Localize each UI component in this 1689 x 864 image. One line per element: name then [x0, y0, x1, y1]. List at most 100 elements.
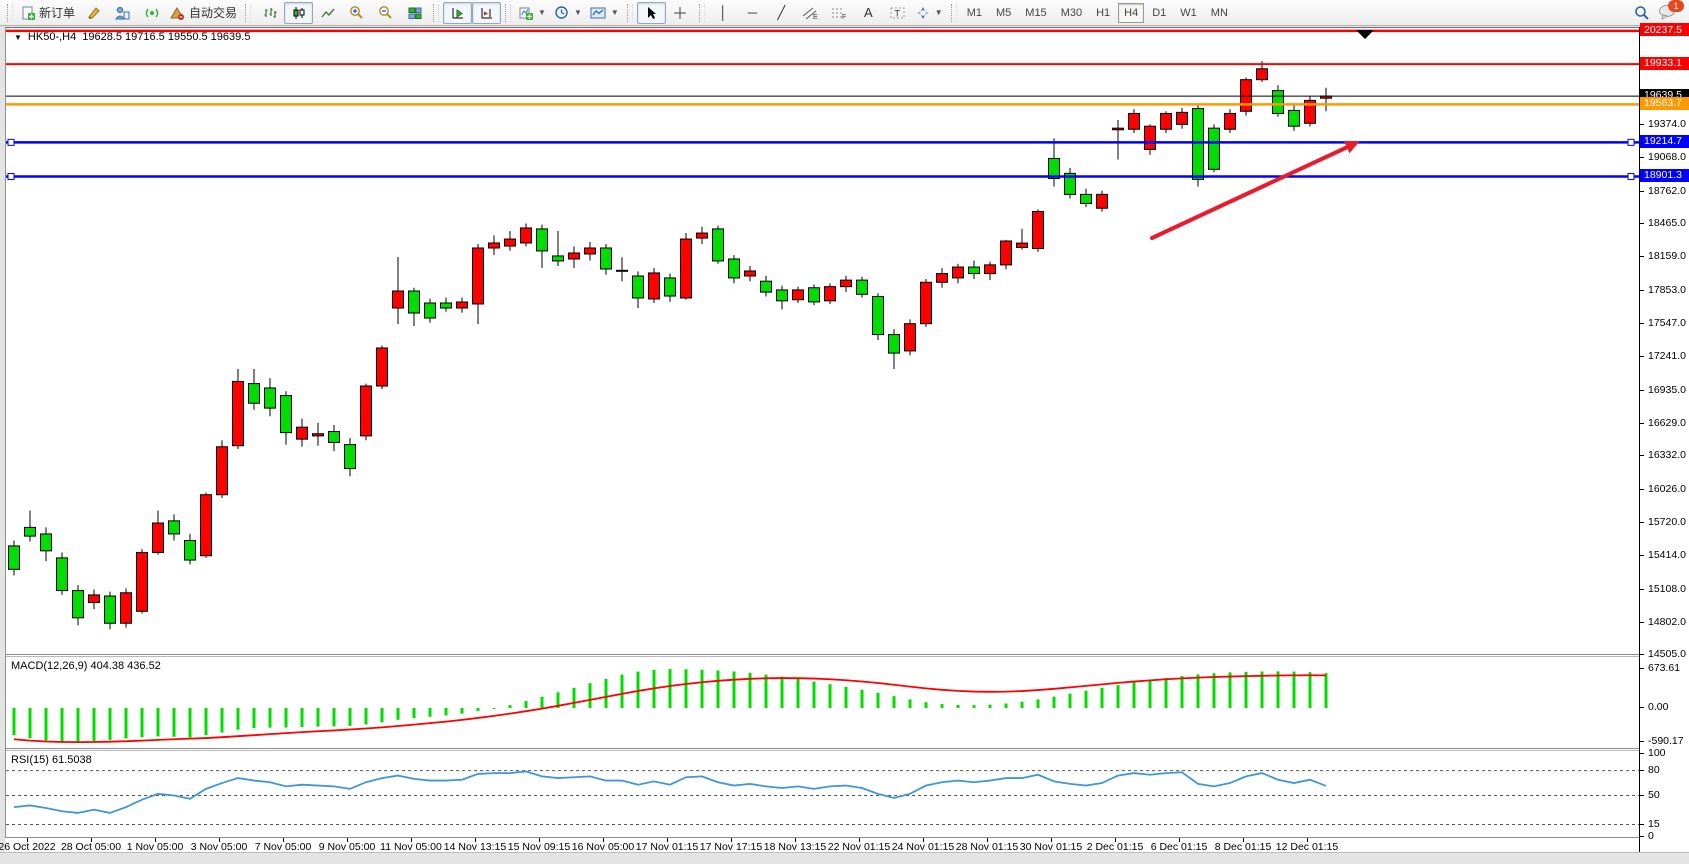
timeframe-h4[interactable]: H4	[1118, 2, 1145, 23]
macd-bar	[412, 708, 416, 719]
macd-bar	[1052, 696, 1056, 708]
macd-panel[interactable]: MACD(12,26,9) 404.38 436.52	[6, 657, 1640, 748]
macd-bar	[332, 708, 336, 727]
templates-button[interactable]: ▼	[586, 2, 623, 24]
toolbar-grip[interactable]	[433, 3, 440, 22]
notifications-button[interactable]: 1	[1658, 0, 1684, 22]
broadcast-button[interactable]	[137, 2, 166, 24]
bar-chart-type-button[interactable]	[255, 2, 284, 24]
down-triangle-marker[interactable]	[1356, 30, 1374, 39]
trend-arrow[interactable]	[1150, 142, 1356, 240]
rsi-axis-label: 80	[1648, 763, 1660, 776]
price-tick-label: 15414.0	[1648, 549, 1686, 562]
auto-trading-button[interactable]: 自动交易	[166, 2, 241, 24]
search-icon[interactable]	[1634, 5, 1650, 21]
macd-bar	[220, 708, 224, 733]
line-handle[interactable]	[7, 172, 15, 180]
macd-bar	[108, 708, 112, 740]
tile-windows-button[interactable]	[400, 2, 429, 24]
text-tool-button[interactable]: A	[854, 2, 883, 24]
candle	[456, 301, 468, 309]
macd-bar	[812, 681, 816, 708]
profile-button[interactable]	[108, 2, 137, 24]
time-axis[interactable]: 26 Oct 2022 28 Oct 05:00 1 Nov 05:00 3 Nov …	[0, 837, 1639, 853]
panel-divider[interactable]	[6, 654, 1640, 657]
line-handle[interactable]	[1627, 172, 1635, 180]
candle	[760, 280, 772, 293]
macd-bar	[1132, 682, 1136, 708]
timeframe-m30[interactable]: M30	[1060, 6, 1083, 19]
timeframe-mn[interactable]: MN	[1210, 6, 1228, 19]
macd-bar	[1244, 671, 1248, 708]
timeframe-m1[interactable]: M1	[966, 6, 982, 19]
label-tool-button[interactable]: T	[883, 2, 912, 24]
axis-tick	[1640, 289, 1644, 291]
zoom-in-button[interactable]	[342, 2, 371, 24]
vertical-line-tool-button[interactable]: │	[709, 2, 738, 24]
rsi-chart[interactable]	[6, 751, 1640, 838]
macd-chart[interactable]	[6, 657, 1640, 748]
expand-triangle-icon[interactable]: ▼	[14, 32, 22, 42]
new-order-button[interactable]: 新订单	[17, 2, 79, 24]
timeframe-m5[interactable]: M5	[996, 6, 1012, 19]
zoom-out-button[interactable]	[371, 2, 400, 24]
toolbar-grip[interactable]	[7, 3, 13, 22]
toolbar-grip[interactable]	[505, 3, 512, 22]
timeframe-h1[interactable]: H1	[1096, 6, 1111, 19]
toolbar-grip[interactable]	[626, 3, 633, 22]
toolbar-grip[interactable]	[245, 3, 252, 22]
styler-button[interactable]	[79, 2, 108, 24]
line-chart-type-button[interactable]	[313, 2, 342, 24]
periods-button[interactable]: ▼	[550, 2, 586, 24]
crosshair-tool-button[interactable]	[666, 2, 695, 24]
macd-bar	[172, 708, 176, 737]
price-tick-label: 14802.0	[1648, 616, 1686, 629]
price-chart-panel[interactable]: ▼ HK50-,H4 19628.5 19716.5 19550.5 19639…	[6, 28, 1640, 654]
time-tick	[347, 838, 348, 842]
timeframe-d1[interactable]: D1	[1152, 6, 1167, 19]
candlestick-chart[interactable]	[6, 28, 1640, 654]
indicators-button[interactable]: ▼	[515, 2, 550, 24]
time-tick-label: 1 Nov 05:00	[126, 841, 184, 853]
candle	[88, 594, 100, 604]
fibonacci-tool-button[interactable]: F	[825, 2, 854, 24]
trendline-tool-button[interactable]: ╱	[767, 2, 796, 24]
macd-bar	[1228, 672, 1232, 708]
candle	[648, 272, 660, 300]
axis-tick	[1640, 668, 1644, 670]
cursor-tool-button[interactable]	[636, 1, 666, 24]
macd-bar	[1020, 701, 1024, 708]
auto-scroll-button[interactable]	[443, 1, 473, 24]
macd-bar	[780, 676, 784, 708]
timeframe-m15[interactable]: M15	[1025, 6, 1047, 19]
candlestick-chart-type-button[interactable]	[284, 1, 314, 24]
status-bar	[0, 852, 1689, 864]
shapes-tool-button[interactable]: ▼	[912, 2, 947, 24]
line-handle[interactable]	[7, 138, 15, 146]
candle	[216, 446, 228, 496]
rsi-panel[interactable]: RSI(15) 61.5038	[6, 751, 1640, 838]
zoom-in-icon	[350, 6, 363, 19]
candle	[1160, 112, 1172, 130]
add-indicator-icon	[519, 7, 534, 20]
timeframe-w1[interactable]: W1	[1180, 6, 1197, 19]
price-tick-label: 17547.0	[1648, 317, 1686, 330]
line-handle[interactable]	[1627, 138, 1635, 146]
time-tick	[411, 838, 412, 842]
axis-tick	[1640, 256, 1644, 258]
price-tick-label: 16026.0	[1648, 482, 1686, 495]
horizontal-line-tool-button[interactable]: ─	[738, 2, 767, 24]
panel-divider[interactable]	[6, 748, 1640, 751]
price-axis[interactable]: 19374.0 19068.0 18762.0 18465.0 18159.0 17853…	[1639, 23, 1689, 852]
auto-scroll-icon	[452, 7, 463, 18]
candle	[1272, 90, 1284, 114]
toolbar-grip[interactable]	[698, 3, 705, 22]
chart-shift-button[interactable]	[472, 1, 502, 24]
toolbar-grip[interactable]	[950, 3, 957, 22]
time-tick-label: 26 Oct 2022	[0, 841, 56, 853]
channel-tool-button[interactable]: E	[796, 2, 825, 24]
candle	[472, 247, 484, 305]
candle	[1080, 193, 1092, 204]
vertical-line-icon: │	[719, 5, 728, 20]
svg-text:F: F	[842, 14, 846, 20]
